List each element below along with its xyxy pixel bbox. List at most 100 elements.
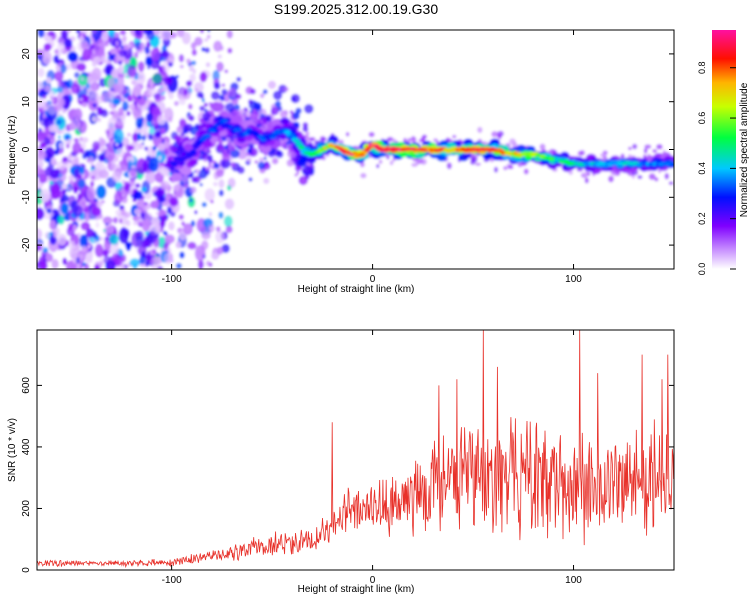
spectrogram-noise-blob (194, 210, 198, 215)
spectrogram-noise-blob (57, 233, 68, 246)
colorbar: 0.0 0.2 0.4 0.6 0.8 Normalized spectral ampl… (697, 30, 750, 275)
spectrogram-noise-blob (65, 135, 70, 141)
spectrogram-noise-blob (122, 35, 127, 42)
spectrogram-noise-blob (129, 258, 141, 268)
spectrogram-noise-blob (67, 51, 79, 63)
spectrogram-noise-blob (179, 64, 184, 69)
spectrogram-noise-blob (199, 105, 205, 112)
spectrogram-noise-blob (154, 130, 162, 138)
spectrogram-noise-blob (85, 83, 90, 89)
spectrogram-y-ticks: -20 -10 0 10 20 (21, 48, 674, 252)
spectrogram-noise-blob (284, 86, 289, 92)
spectrogram-noise-blob (493, 166, 499, 173)
spectrogram-noise-blob (128, 190, 133, 195)
spectrogram-noise-blob (668, 181, 674, 186)
spectrogram-noise-blob (173, 100, 179, 107)
spectrogram-noise-blob (291, 96, 297, 102)
spectrogram-noise-blob (345, 131, 350, 137)
spectrogram-noise-blob (175, 74, 180, 79)
spectrogram-noise-blob (104, 42, 110, 47)
spectrogram-noise-blob (37, 48, 44, 56)
spectrogram-noise-blob (262, 89, 268, 95)
spectrogram-noise-blob (183, 223, 193, 235)
spectrogram-noise-blob (90, 30, 97, 35)
spectrogram-noise-blob (227, 87, 238, 98)
spectrogram-noise-blob (178, 54, 185, 63)
spectrogram-noise-blob (43, 42, 52, 52)
spectrogram-noise-blob (226, 30, 233, 39)
spectrogram-signal-blob (260, 137, 267, 142)
spectrogram-noise-blob (48, 89, 56, 100)
spectrogram-noise-blob (227, 177, 236, 189)
colorbar-tick-label: 0.6 (697, 112, 707, 125)
spectrogram-noise-blob (81, 224, 88, 231)
spectrogram-noise-blob (204, 38, 209, 42)
spectrogram-noise-blob (637, 175, 643, 180)
spectrogram-noise-blob (118, 227, 130, 244)
spectrogram-noise-blob (420, 135, 426, 143)
spectrogram-signal-blob (280, 117, 290, 125)
snr-frame (36, 329, 675, 571)
spectrogram-noise-blob (130, 156, 136, 164)
spectrogram-noise-blob (210, 252, 220, 260)
spectrogram-noise-blob (577, 150, 584, 156)
spectrogram-noise-blob (155, 223, 162, 233)
spectrogram-noise-blob (67, 153, 73, 160)
spectrogram-noise-blob (163, 170, 171, 177)
spectrogram-noise-blob (136, 70, 146, 85)
spectrogram-noise-blob (145, 170, 156, 184)
spectrogram-noise-blob (131, 79, 138, 86)
spectrogram-noise-blob (258, 116, 268, 126)
spectrogram-noise-blob (610, 170, 615, 175)
spectrogram-noise-blob (294, 165, 301, 172)
snr-x-label: Height of straight line (km) (298, 584, 415, 595)
spectrogram-noise-blob (114, 32, 120, 38)
spectrogram-noise-blob (259, 93, 265, 99)
spectrogram-noise-blob (216, 61, 224, 72)
spectrogram-noise-blob (151, 73, 163, 84)
spectrogram-signal-blob (269, 135, 277, 140)
spectrogram-noise-blob (51, 258, 59, 269)
spectrogram-noise-blob (201, 202, 207, 208)
spectrogram-noise-blob (163, 140, 169, 149)
spectrogram-signal-blob (183, 143, 194, 151)
spectrogram-noise-blob (98, 169, 110, 179)
spectrogram-noise-blob (248, 177, 253, 182)
spectrogram-noise-blob (39, 188, 51, 203)
spectrogram-noise-blob (81, 48, 92, 62)
spectrogram-noise-blob (96, 200, 104, 208)
spectrogram-noise-blob (172, 184, 180, 192)
spectrogram-noise-blob (157, 143, 165, 151)
spectrogram-noise-blob (53, 233, 58, 238)
spectrogram-noise-blob (91, 141, 101, 151)
spectrogram-noise-blob (81, 102, 88, 108)
spectrogram-noise-blob (169, 58, 174, 64)
spectrogram-x-tick-label: 0 (370, 274, 376, 285)
spectrogram-noise-blob (50, 183, 61, 200)
spectrogram-x-label: Height of straight line (km) (298, 284, 415, 295)
spectrogram-noise-blob (169, 145, 177, 152)
spectrogram-noise-blob (186, 58, 191, 64)
spectrogram-noise-blob (118, 50, 127, 57)
spectrogram-noise-blob (141, 135, 147, 141)
spectrogram-noise-blob (236, 76, 242, 82)
spectrogram-noise-blob (37, 30, 45, 38)
spectrogram-noise-blob (86, 158, 90, 163)
spectrogram-noise-blob (213, 82, 221, 90)
spectrogram-noise-blob (120, 159, 129, 172)
spectrogram-noise-blob (248, 99, 254, 105)
spectrogram-noise-blob (65, 30, 72, 34)
spectrogram-noise-blob (203, 102, 209, 108)
spectrogram-noise-blob (213, 162, 220, 169)
spectrogram-noise-blob (85, 228, 95, 238)
spectrogram-noise-blob (230, 148, 240, 159)
spectrogram-noise-blob (60, 202, 69, 215)
spectrogram-noise-blob (49, 181, 54, 185)
spectrogram-noise-blob (549, 148, 556, 154)
spectrogram-noise-blob (181, 221, 186, 227)
spectrogram-noise-blob (127, 64, 137, 78)
spectrogram-noise-blob (503, 165, 508, 171)
spectrogram-noise-blob (37, 97, 45, 108)
spectrogram-noise-blob (77, 36, 85, 42)
spectrogram-noise-blob (118, 64, 125, 75)
